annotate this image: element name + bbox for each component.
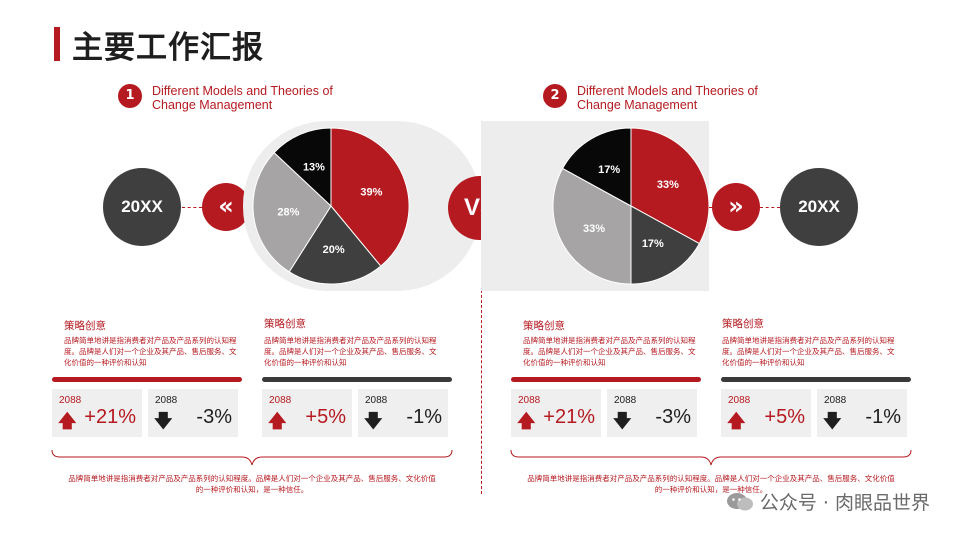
- strategy-title: 策略创意: [523, 320, 565, 332]
- pie-slice: [288, 205, 382, 285]
- pie-slice-label: 20%: [323, 244, 345, 256]
- arrow-down-icon: 🡇: [154, 411, 173, 432]
- pie-slice: [273, 127, 332, 208]
- arrow-up-icon: 🡅: [58, 411, 77, 432]
- pie-slice-label: 17%: [642, 238, 664, 250]
- strategy-title: 策略创意: [722, 318, 764, 330]
- pie-slice: [630, 205, 701, 285]
- stat-value: -3%: [196, 406, 232, 428]
- pie-slice-label: 33%: [583, 223, 605, 235]
- red-bar: [511, 377, 701, 382]
- stat-year: 2088: [518, 395, 541, 406]
- arrow-down-icon: 🡇: [364, 411, 383, 432]
- pie-chart-2: 33% 17% 33% 17%: [552, 127, 710, 285]
- pie-slice-label: 13%: [303, 162, 325, 174]
- section-1-title: Different Models and Theories of Change …: [152, 84, 333, 112]
- stat-year: 2088: [59, 395, 82, 406]
- pie-slice: [561, 127, 632, 207]
- strategy-title: 策略创意: [264, 318, 306, 330]
- pie-slice: [252, 151, 332, 273]
- dark-bar: [721, 377, 911, 382]
- pie-slice-label: 39%: [360, 186, 382, 198]
- stat-year: 2088: [824, 395, 847, 406]
- stat-year: 2088: [155, 395, 178, 406]
- arrow-up-icon: 🡅: [268, 411, 287, 432]
- connector-line: [182, 207, 202, 208]
- stat-value: -3%: [655, 406, 691, 428]
- page-title: 主要工作汇报: [72, 30, 264, 66]
- section-2-title: Different Models and Theories of Change …: [577, 84, 758, 112]
- strategy-description: 品牌简单地讲是指消费者对产品及产品系列的认知程度。品牌是人们对一个企业及其产品、…: [264, 336, 437, 367]
- stat-card: 2088 🡅 +5%: [262, 389, 352, 437]
- arrow-down-icon: 🡇: [613, 411, 632, 432]
- title-accent-bar: [54, 27, 60, 61]
- stat-value: +21%: [84, 406, 136, 428]
- arrow-up-icon: 🡅: [727, 411, 746, 432]
- stat-year: 2088: [728, 395, 751, 406]
- pie-slice: [630, 127, 710, 245]
- strategy-description: 品牌简单地讲是指消费者对产品及产品系列的认知程度。品牌是人们对一个企业及其产品、…: [64, 336, 237, 367]
- arrow-up-icon: 🡅: [517, 411, 536, 432]
- strategy-description: 品牌简单地讲是指消费者对产品及产品系列的认知程度。品牌是人们对一个企业及其产品、…: [523, 336, 696, 367]
- stat-value: -1%: [406, 406, 442, 428]
- red-bar: [52, 377, 242, 382]
- stat-year: 2088: [614, 395, 637, 406]
- chevron-right-icon: »: [712, 183, 760, 231]
- section-1-badge: 1: [118, 84, 142, 108]
- stat-value: -1%: [865, 406, 901, 428]
- stat-value: +5%: [764, 406, 805, 428]
- watermark: 公众号 · 肉眼品世界: [726, 488, 930, 515]
- section-2-year-circle: 20XX: [780, 168, 858, 246]
- stat-year: 2088: [269, 395, 292, 406]
- connector-line: [760, 207, 780, 208]
- stat-year: 2088: [365, 395, 388, 406]
- stat-card: 2088 🡅 +5%: [721, 389, 811, 437]
- section-2-badge: 2: [543, 84, 567, 108]
- dark-bar: [262, 377, 452, 382]
- arrow-down-icon: 🡇: [823, 411, 842, 432]
- stat-card: 2088 🡇 -1%: [358, 389, 448, 437]
- pie-slice: [552, 167, 632, 285]
- pie-chart-1: 39% 20% 28% 13%: [252, 127, 410, 285]
- section-1-year-circle: 20XX: [103, 168, 181, 246]
- center-divider: [481, 124, 482, 494]
- connector-line: [700, 207, 712, 208]
- stat-card: 2088 🡇 -1%: [817, 389, 907, 437]
- strategy-title: 策略创意: [64, 320, 106, 332]
- summary-text: 品牌简单地讲是指消费者对产品及产品系列的认知程度。品牌是人们对一个企业及其产品、…: [527, 474, 895, 494]
- summary-text: 品牌简单地讲是指消费者对产品及产品系列的认知程度。品牌是人们对一个企业及其产品、…: [68, 474, 436, 494]
- chevron-left-icon: «: [202, 183, 250, 231]
- wechat-logo-icon: [726, 492, 754, 512]
- stat-card: 2088 🡅 +21%: [52, 389, 142, 437]
- watermark-text: 公众号 · 肉眼品世界: [759, 492, 930, 514]
- pie-slice-label: 28%: [277, 206, 299, 218]
- strategy-description: 品牌简单地讲是指消费者对产品及产品系列的认知程度。品牌是人们对一个企业及其产品、…: [722, 336, 895, 367]
- pie-slice: [330, 127, 410, 267]
- brace-icon: [510, 449, 912, 466]
- stat-value: +21%: [543, 406, 595, 428]
- pie-slice-label: 33%: [657, 179, 679, 191]
- brace-icon: [51, 449, 453, 466]
- stat-card: 2088 🡇 -3%: [607, 389, 697, 437]
- stat-value: +5%: [305, 406, 346, 428]
- stat-card: 2088 🡇 -3%: [148, 389, 238, 437]
- pie-slice-label: 17%: [598, 164, 620, 176]
- stat-card: 2088 🡅 +21%: [511, 389, 601, 437]
